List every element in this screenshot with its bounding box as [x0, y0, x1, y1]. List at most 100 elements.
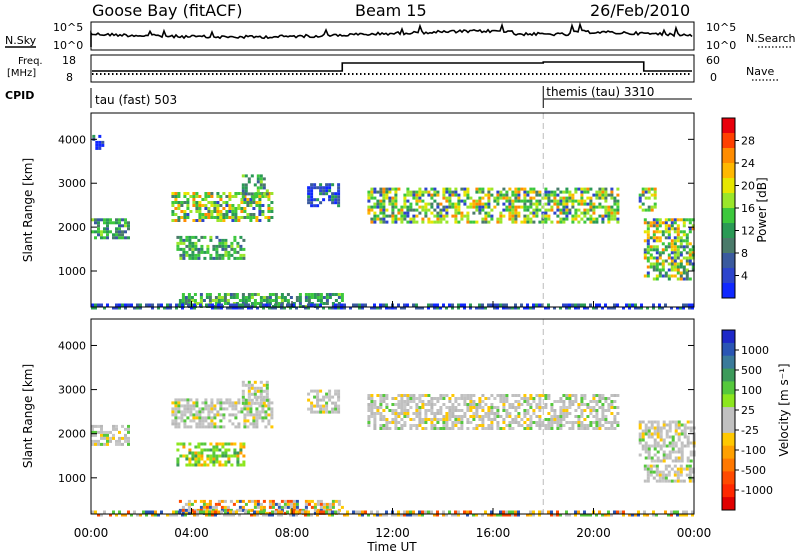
power-cell	[646, 248, 650, 252]
velocity-cell	[361, 513, 364, 517]
power-cell	[610, 205, 614, 209]
power-cell	[124, 221, 127, 225]
velocity-cell	[191, 463, 195, 467]
velocity-cell	[526, 409, 530, 412]
velocity-cell	[538, 418, 542, 421]
velocity-cell	[680, 459, 684, 463]
velocity-cell	[195, 416, 199, 420]
velocity-cell	[526, 427, 530, 430]
power-cell	[673, 262, 677, 266]
velocity-cell	[382, 409, 386, 412]
velocity-cell	[232, 510, 235, 514]
velocity-cell	[118, 442, 121, 446]
velocity-cell	[580, 427, 584, 430]
velocity-cell	[592, 400, 596, 403]
power-cell	[685, 277, 689, 281]
velocity-cell	[316, 398, 320, 402]
velocity-cell	[601, 394, 605, 397]
power-cell	[208, 293, 212, 296]
power-cell	[655, 218, 659, 222]
velocity-cell	[445, 394, 449, 397]
velocity-cell	[283, 505, 287, 509]
velocity-cell	[674, 423, 678, 427]
power-cell	[655, 239, 659, 243]
power-cell	[673, 242, 677, 246]
velocity-cell	[203, 463, 207, 467]
velocity-cell	[406, 513, 409, 517]
power-cell	[328, 186, 332, 190]
velocity-cell	[502, 409, 506, 412]
velocity-cell	[592, 406, 596, 409]
velocity-cell	[370, 510, 373, 514]
velocity-cell	[225, 407, 229, 411]
velocity-cell	[191, 454, 195, 458]
power-cell	[430, 196, 434, 200]
power-cell	[241, 183, 245, 187]
power-cell	[325, 299, 329, 302]
velocity-cell	[650, 456, 654, 460]
velocity-cell	[433, 424, 437, 427]
velocity-cell	[234, 413, 238, 417]
power-cell	[237, 219, 241, 222]
velocity-cell	[556, 424, 560, 427]
velocity-cell	[194, 445, 198, 449]
velocity-cell	[427, 510, 430, 514]
velocity-cell	[550, 421, 554, 424]
velocity-cell	[174, 425, 178, 429]
power-cell	[676, 239, 680, 243]
power-cell	[258, 192, 262, 195]
velocity-cell	[231, 407, 235, 411]
power-cell	[559, 190, 563, 194]
velocity-cell	[661, 470, 665, 474]
power-cell	[307, 201, 311, 205]
power-cell	[199, 296, 203, 299]
power-cell	[225, 213, 229, 216]
velocity-cell	[334, 499, 338, 503]
velocity-cell	[265, 395, 269, 399]
velocity-cell	[559, 421, 563, 424]
velocity-cell	[451, 403, 455, 406]
power-cell	[229, 296, 233, 299]
velocity-cell	[334, 407, 338, 411]
power-cell	[688, 253, 692, 257]
velocity-cell	[656, 456, 660, 460]
velocity-cell	[244, 398, 248, 402]
velocity-cell	[662, 423, 666, 427]
power-cell	[550, 205, 554, 209]
power-cell	[212, 244, 216, 248]
power-cell	[265, 192, 269, 196]
velocity-cell	[242, 463, 246, 467]
power-cell	[463, 202, 467, 206]
power-cell	[655, 251, 659, 255]
velocity-cell	[460, 409, 464, 412]
velocity-cell	[400, 513, 403, 517]
velocity-cell	[553, 513, 556, 517]
power-cell	[607, 217, 611, 221]
velocity-cell	[607, 406, 611, 409]
power-cell	[198, 210, 202, 213]
power-cell	[191, 250, 195, 254]
velocity-cell	[210, 407, 214, 411]
velocity-cell	[268, 502, 272, 506]
velocity-cell	[662, 456, 666, 460]
power-cell	[638, 193, 642, 197]
power-cell	[265, 303, 268, 307]
velocity-cell	[328, 513, 331, 517]
velocity-cell	[511, 418, 515, 421]
power-cell	[151, 303, 154, 307]
velocity-cell	[325, 505, 329, 509]
power-cell	[682, 306, 685, 310]
power-cell	[667, 277, 671, 281]
velocity-cell	[668, 441, 672, 445]
power-cell	[295, 299, 299, 302]
power-cell	[641, 187, 645, 191]
velocity-cell	[544, 394, 548, 397]
velocity-cell	[547, 418, 551, 421]
velocity-cell	[680, 447, 684, 451]
velocity-cell	[505, 409, 509, 412]
power-cell	[268, 293, 272, 296]
velocity-cell	[553, 415, 557, 418]
velocity-cell	[490, 424, 494, 427]
velocity-cell	[535, 415, 539, 418]
velocity-cell	[430, 421, 434, 424]
